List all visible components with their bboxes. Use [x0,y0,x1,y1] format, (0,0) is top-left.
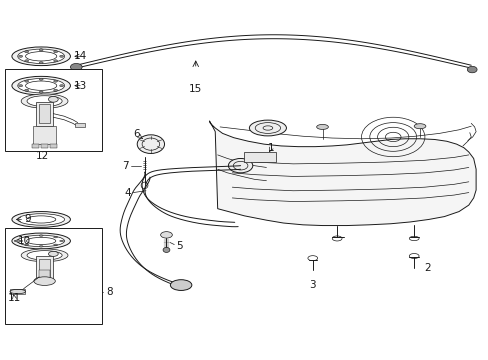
Ellipse shape [18,214,64,225]
Text: 11: 11 [8,293,21,303]
Text: 10: 10 [15,236,31,246]
Bar [4,228,102,324]
Text: 7: 7 [122,161,129,171]
Ellipse shape [54,60,58,62]
Text: 8: 8 [106,287,112,297]
Bar [4,69,102,151]
Ellipse shape [18,49,64,63]
Polygon shape [36,256,53,281]
Ellipse shape [54,51,58,53]
Ellipse shape [39,246,43,247]
Text: 13: 13 [73,81,87,91]
Polygon shape [39,104,50,123]
Ellipse shape [413,124,425,129]
Polygon shape [209,121,475,226]
Polygon shape [32,144,39,148]
Ellipse shape [12,76,70,95]
Ellipse shape [60,85,63,87]
Ellipse shape [25,244,29,246]
Polygon shape [39,258,50,279]
Ellipse shape [39,78,43,80]
Ellipse shape [249,120,286,136]
Ellipse shape [39,49,43,51]
Polygon shape [39,270,50,281]
Ellipse shape [228,158,252,173]
Ellipse shape [25,51,29,53]
Text: 5: 5 [176,241,183,251]
Ellipse shape [170,280,191,291]
Text: 14: 14 [73,51,87,61]
Ellipse shape [54,237,58,238]
Text: 15: 15 [189,84,202,94]
Text: 2: 2 [423,263,430,273]
Ellipse shape [25,89,29,91]
Ellipse shape [25,60,29,62]
Ellipse shape [25,237,29,238]
Ellipse shape [19,240,22,242]
Ellipse shape [12,233,70,249]
Ellipse shape [467,66,476,73]
Ellipse shape [60,240,63,242]
Polygon shape [10,289,25,294]
Ellipse shape [18,78,64,93]
Text: 6: 6 [133,129,142,139]
Ellipse shape [18,235,64,247]
Ellipse shape [27,251,62,260]
Text: 3: 3 [309,280,315,291]
Bar [244,152,276,162]
Ellipse shape [34,277,55,285]
Ellipse shape [54,244,58,246]
Text: 9: 9 [17,215,31,224]
Polygon shape [36,102,53,126]
Text: 1: 1 [267,143,274,153]
Ellipse shape [54,89,58,91]
Ellipse shape [70,63,82,71]
Ellipse shape [163,247,169,252]
Ellipse shape [316,125,328,130]
Ellipse shape [12,47,70,66]
Ellipse shape [137,135,164,153]
Text: 4: 4 [124,188,131,198]
Ellipse shape [160,231,172,238]
Polygon shape [33,126,56,144]
Ellipse shape [12,212,70,227]
Ellipse shape [39,235,43,236]
Ellipse shape [48,96,58,102]
Ellipse shape [54,80,58,82]
Polygon shape [75,123,84,127]
Ellipse shape [25,80,29,82]
Ellipse shape [19,55,22,57]
Ellipse shape [19,85,22,87]
Ellipse shape [21,94,68,108]
Ellipse shape [39,62,43,64]
Ellipse shape [27,96,62,107]
Ellipse shape [39,91,43,93]
Ellipse shape [60,55,63,57]
Polygon shape [50,144,57,148]
Text: 12: 12 [36,150,49,161]
Ellipse shape [48,251,58,256]
Ellipse shape [21,249,68,262]
Polygon shape [41,144,48,148]
